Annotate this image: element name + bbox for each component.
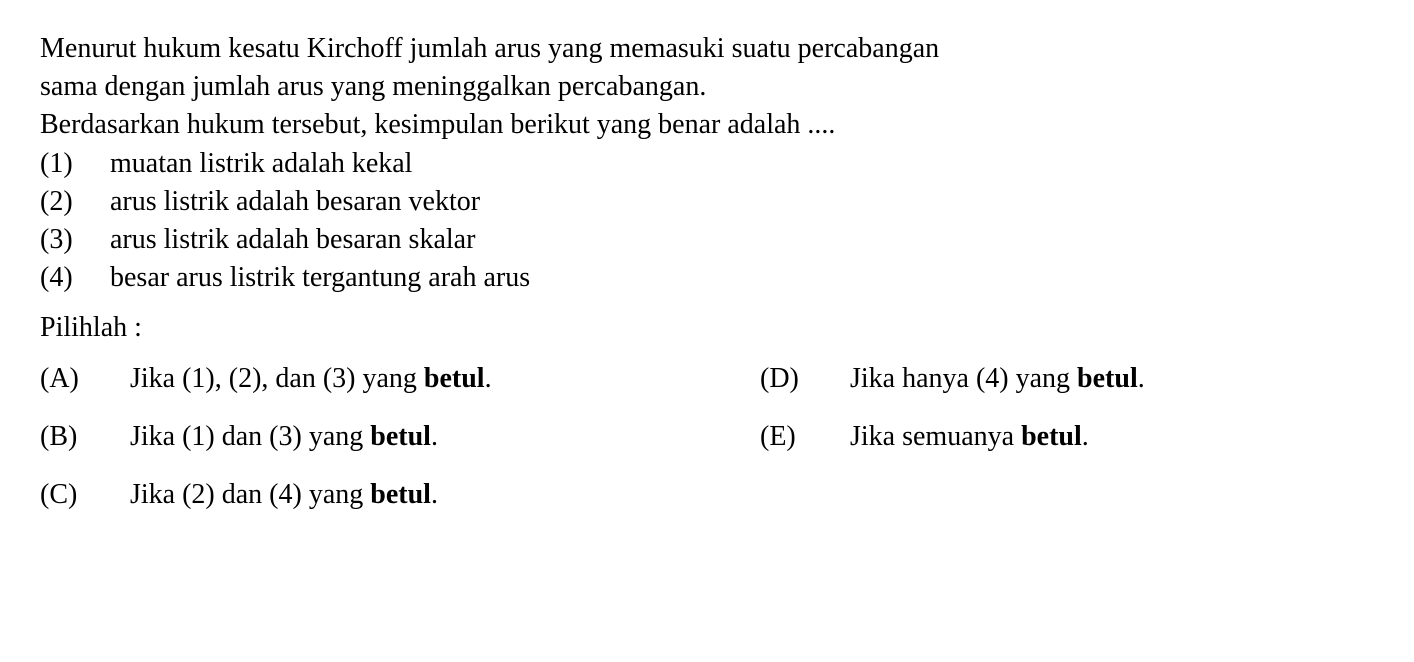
choose-prompt: Pilihlah : — [40, 309, 1374, 347]
option-a: (A) Jika (1), (2), dan (3) yang betul. — [40, 360, 760, 398]
statement-row: (3) arus listrik adalah besaran skalar — [40, 221, 1374, 259]
question-intro: Menurut hukum kesatu Kirchoff jumlah aru… — [40, 30, 1374, 143]
options-left-column: (A) Jika (1), (2), dan (3) yang betul. (… — [40, 360, 760, 533]
option-prefix: Jika semuanya — [850, 421, 1021, 452]
options-container: (A) Jika (1), (2), dan (3) yang betul. (… — [40, 360, 1374, 533]
statement-number: (2) — [40, 183, 110, 221]
option-text: Jika (1), (2), dan (3) yang betul. — [130, 360, 760, 398]
option-prefix: Jika (1) dan (3) yang — [130, 421, 370, 452]
option-suffix: . — [1082, 421, 1089, 452]
option-label: (C) — [40, 476, 130, 514]
option-text: Jika (2) dan (4) yang betul. — [130, 476, 760, 514]
intro-line-3: Berdasarkan hukum tersebut, kesimpulan b… — [40, 106, 1374, 144]
option-prefix: Jika (1), (2), dan (3) yang — [130, 363, 424, 394]
option-label: (B) — [40, 418, 130, 456]
option-suffix: . — [1138, 363, 1145, 394]
statement-row: (1) muatan listrik adalah kekal — [40, 145, 1374, 183]
option-text: Jika hanya (4) yang betul. — [850, 360, 1374, 398]
option-bold: betul — [370, 421, 431, 452]
statement-text: arus listrik adalah besaran skalar — [110, 221, 475, 259]
option-prefix: Jika (2) dan (4) yang — [130, 479, 370, 510]
option-suffix: . — [431, 421, 438, 452]
options-right-column: (D) Jika hanya (4) yang betul. (E) Jika … — [760, 360, 1374, 533]
option-bold: betul — [370, 479, 431, 510]
option-text: Jika (1) dan (3) yang betul. — [130, 418, 760, 456]
statement-number: (3) — [40, 221, 110, 259]
statement-text: besar arus listrik tergantung arah arus — [110, 259, 530, 297]
statement-text: muatan listrik adalah kekal — [110, 145, 412, 183]
option-suffix: . — [485, 363, 492, 394]
intro-line-2: sama dengan jumlah arus yang meninggalka… — [40, 68, 1374, 106]
option-prefix: Jika hanya (4) yang — [850, 363, 1077, 394]
option-bold: betul — [424, 363, 485, 394]
option-text: Jika semuanya betul. — [850, 418, 1374, 456]
option-b: (B) Jika (1) dan (3) yang betul. — [40, 418, 760, 456]
statements-list: (1) muatan listrik adalah kekal (2) arus… — [40, 145, 1374, 296]
option-d: (D) Jika hanya (4) yang betul. — [760, 360, 1374, 398]
statement-row: (4) besar arus listrik tergantung arah a… — [40, 259, 1374, 297]
intro-line-1: Menurut hukum kesatu Kirchoff jumlah aru… — [40, 30, 1374, 68]
option-bold: betul — [1021, 421, 1082, 452]
option-suffix: . — [431, 479, 438, 510]
option-label: (D) — [760, 360, 850, 398]
option-label: (E) — [760, 418, 850, 456]
option-label: (A) — [40, 360, 130, 398]
statement-number: (1) — [40, 145, 110, 183]
option-c: (C) Jika (2) dan (4) yang betul. — [40, 476, 760, 514]
statement-text: arus listrik adalah besaran vektor — [110, 183, 480, 221]
option-bold: betul — [1077, 363, 1138, 394]
statement-number: (4) — [40, 259, 110, 297]
option-e: (E) Jika semuanya betul. — [760, 418, 1374, 456]
statement-row: (2) arus listrik adalah besaran vektor — [40, 183, 1374, 221]
